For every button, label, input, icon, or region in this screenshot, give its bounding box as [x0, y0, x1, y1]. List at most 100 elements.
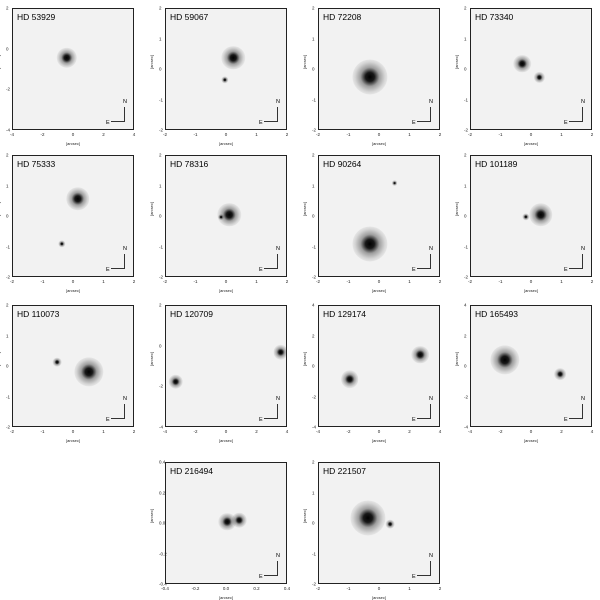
image-panel: HD 78316 N E -2 -1 0 1 2 2 1 0 -1 -2 [arcsec] [arcsec] — [149, 153, 288, 294]
y-tick-label: -4 — [464, 424, 469, 430]
compass-east-label: E — [564, 417, 568, 423]
x-tick-label: -2 — [162, 132, 168, 137]
panel-title: HD 59067 — [170, 12, 209, 22]
x-tick-label: 0 — [529, 429, 533, 434]
y-tick-label: 2 — [159, 152, 162, 158]
x-axis-label: [arcsec] — [371, 141, 386, 146]
compass-east-arrow — [264, 418, 278, 419]
star-blob — [221, 46, 245, 70]
image-frame: HD 216494 N E — [165, 462, 287, 584]
star-blob — [385, 519, 395, 529]
image-panel: HD 90264 N E -2 -1 0 1 2 2 1 0 -1 -2 [arcsec] [arcsec] — [302, 153, 441, 294]
panel-title: HD 90264 — [323, 159, 362, 169]
compass-east-arrow — [417, 268, 431, 269]
image-panel: HD 101189 N E -2 -1 0 1 2 2 1 0 -1 -2 [arcsec] [arcsec… — [454, 153, 593, 294]
x-tick-label: 0.4 — [283, 586, 291, 591]
x-axis-label: [arcsec] — [218, 141, 233, 146]
x-tick-label: 0 — [377, 586, 381, 591]
x-tick-label: -2 — [498, 429, 503, 434]
x-tick-label: 2 — [560, 429, 563, 434]
compass-east-label: E — [412, 267, 416, 273]
image-frame: HD 221507 N E — [318, 462, 440, 584]
image-frame: HD 90264 N E — [318, 155, 440, 277]
y-tick-label: 2 — [6, 302, 9, 308]
y-tick-label: -2 — [464, 127, 469, 133]
image-frame: HD 73340 N E — [470, 8, 592, 130]
x-tick-label: -1 — [346, 586, 351, 591]
x-tick-label: 1 — [560, 279, 563, 284]
y-axis-label: [arcsec] — [302, 508, 307, 523]
compass-east-label: E — [259, 120, 263, 126]
x-tick-label: 2 — [408, 429, 411, 434]
compass-east-arrow — [111, 268, 125, 269]
y-tick-label: 2 — [6, 5, 9, 11]
x-tick-label: 2 — [590, 279, 594, 284]
compass-north-label: N — [429, 99, 433, 105]
compass-north-arrow — [430, 404, 431, 418]
x-tick-label: 0.2 — [253, 586, 260, 591]
compass-east-label: E — [106, 417, 110, 423]
y-tick-label: 0 — [159, 66, 162, 72]
star-blob — [273, 345, 286, 360]
x-tick-label: 0 — [71, 429, 75, 434]
y-tick-label: -4 — [312, 424, 317, 430]
image-panel: HD 59067 N E -2 -1 0 1 2 2 1 0 -1 -2 [arcsec] [arcsec] — [149, 6, 288, 147]
image-panel: HD 110073NE-2-1012210-1-2[arcsec][arcsec… — [0, 303, 135, 444]
y-axis-label: [arcsec] — [149, 508, 154, 523]
compass-east-label: E — [259, 417, 263, 423]
image-frame: HD 110073 N E — [12, 305, 134, 427]
image-frame: HD 165493 N E — [470, 305, 592, 427]
x-tick-label: -1 — [193, 279, 198, 284]
star-blob — [217, 202, 242, 227]
star-blob — [411, 346, 430, 364]
compass-north-arrow — [430, 254, 431, 268]
image-frame: HD 120709 N E — [165, 305, 287, 427]
x-tick-label: 4 — [132, 132, 136, 137]
y-tick-label: -2 — [312, 581, 317, 587]
y-tick-label: 2 — [312, 152, 315, 158]
compass-north-arrow — [124, 404, 125, 418]
x-tick-label: -0.2 — [191, 586, 200, 591]
y-tick-label: 2 — [464, 152, 467, 158]
x-axis-label: [arcsec] — [523, 141, 538, 146]
compass-north-label: N — [123, 396, 127, 402]
y-tick-label: -1 — [312, 244, 317, 249]
y-axis-label: [arcsec] — [149, 351, 154, 366]
star-blob — [58, 240, 66, 248]
y-tick-label: 2 — [464, 5, 467, 11]
compass-east-label: E — [106, 267, 110, 273]
compass-north-arrow — [277, 404, 278, 418]
compass-east-arrow — [111, 121, 125, 122]
y-tick-label: 4 — [464, 302, 467, 308]
y-tick-label: 0 — [312, 363, 315, 369]
x-tick-label: 2 — [255, 429, 258, 434]
star-blob — [490, 345, 520, 375]
x-tick-label: 2 — [132, 279, 136, 284]
compass-north-label: N — [429, 396, 433, 402]
y-tick-label: -1 — [464, 244, 469, 249]
panel-title: HD 110073 — [17, 309, 60, 319]
panel-title: HD 78316 — [170, 159, 209, 169]
x-tick-label: 4 — [438, 429, 442, 434]
y-tick-label: 0 — [6, 363, 9, 369]
x-axis-label: [arcsec] — [371, 595, 386, 600]
x-tick-label: 0 — [377, 132, 381, 137]
x-tick-label: 4 — [285, 429, 289, 434]
compass-north-label: N — [276, 396, 280, 402]
y-tick-label: 1 — [312, 490, 315, 495]
x-tick-label: 1 — [408, 132, 411, 137]
x-axis-label: [arcsec] — [218, 438, 233, 443]
star-blob — [52, 357, 62, 367]
y-tick-label: 0 — [6, 213, 9, 219]
y-tick-label: -4 — [159, 424, 164, 430]
x-axis-label: [arcsec] — [371, 438, 386, 443]
y-tick-label: 0.0 — [159, 520, 166, 526]
y-tick-label: 0 — [159, 213, 162, 219]
y-axis-label: [arcsec] — [302, 351, 307, 366]
compass-north-label: N — [276, 246, 280, 252]
